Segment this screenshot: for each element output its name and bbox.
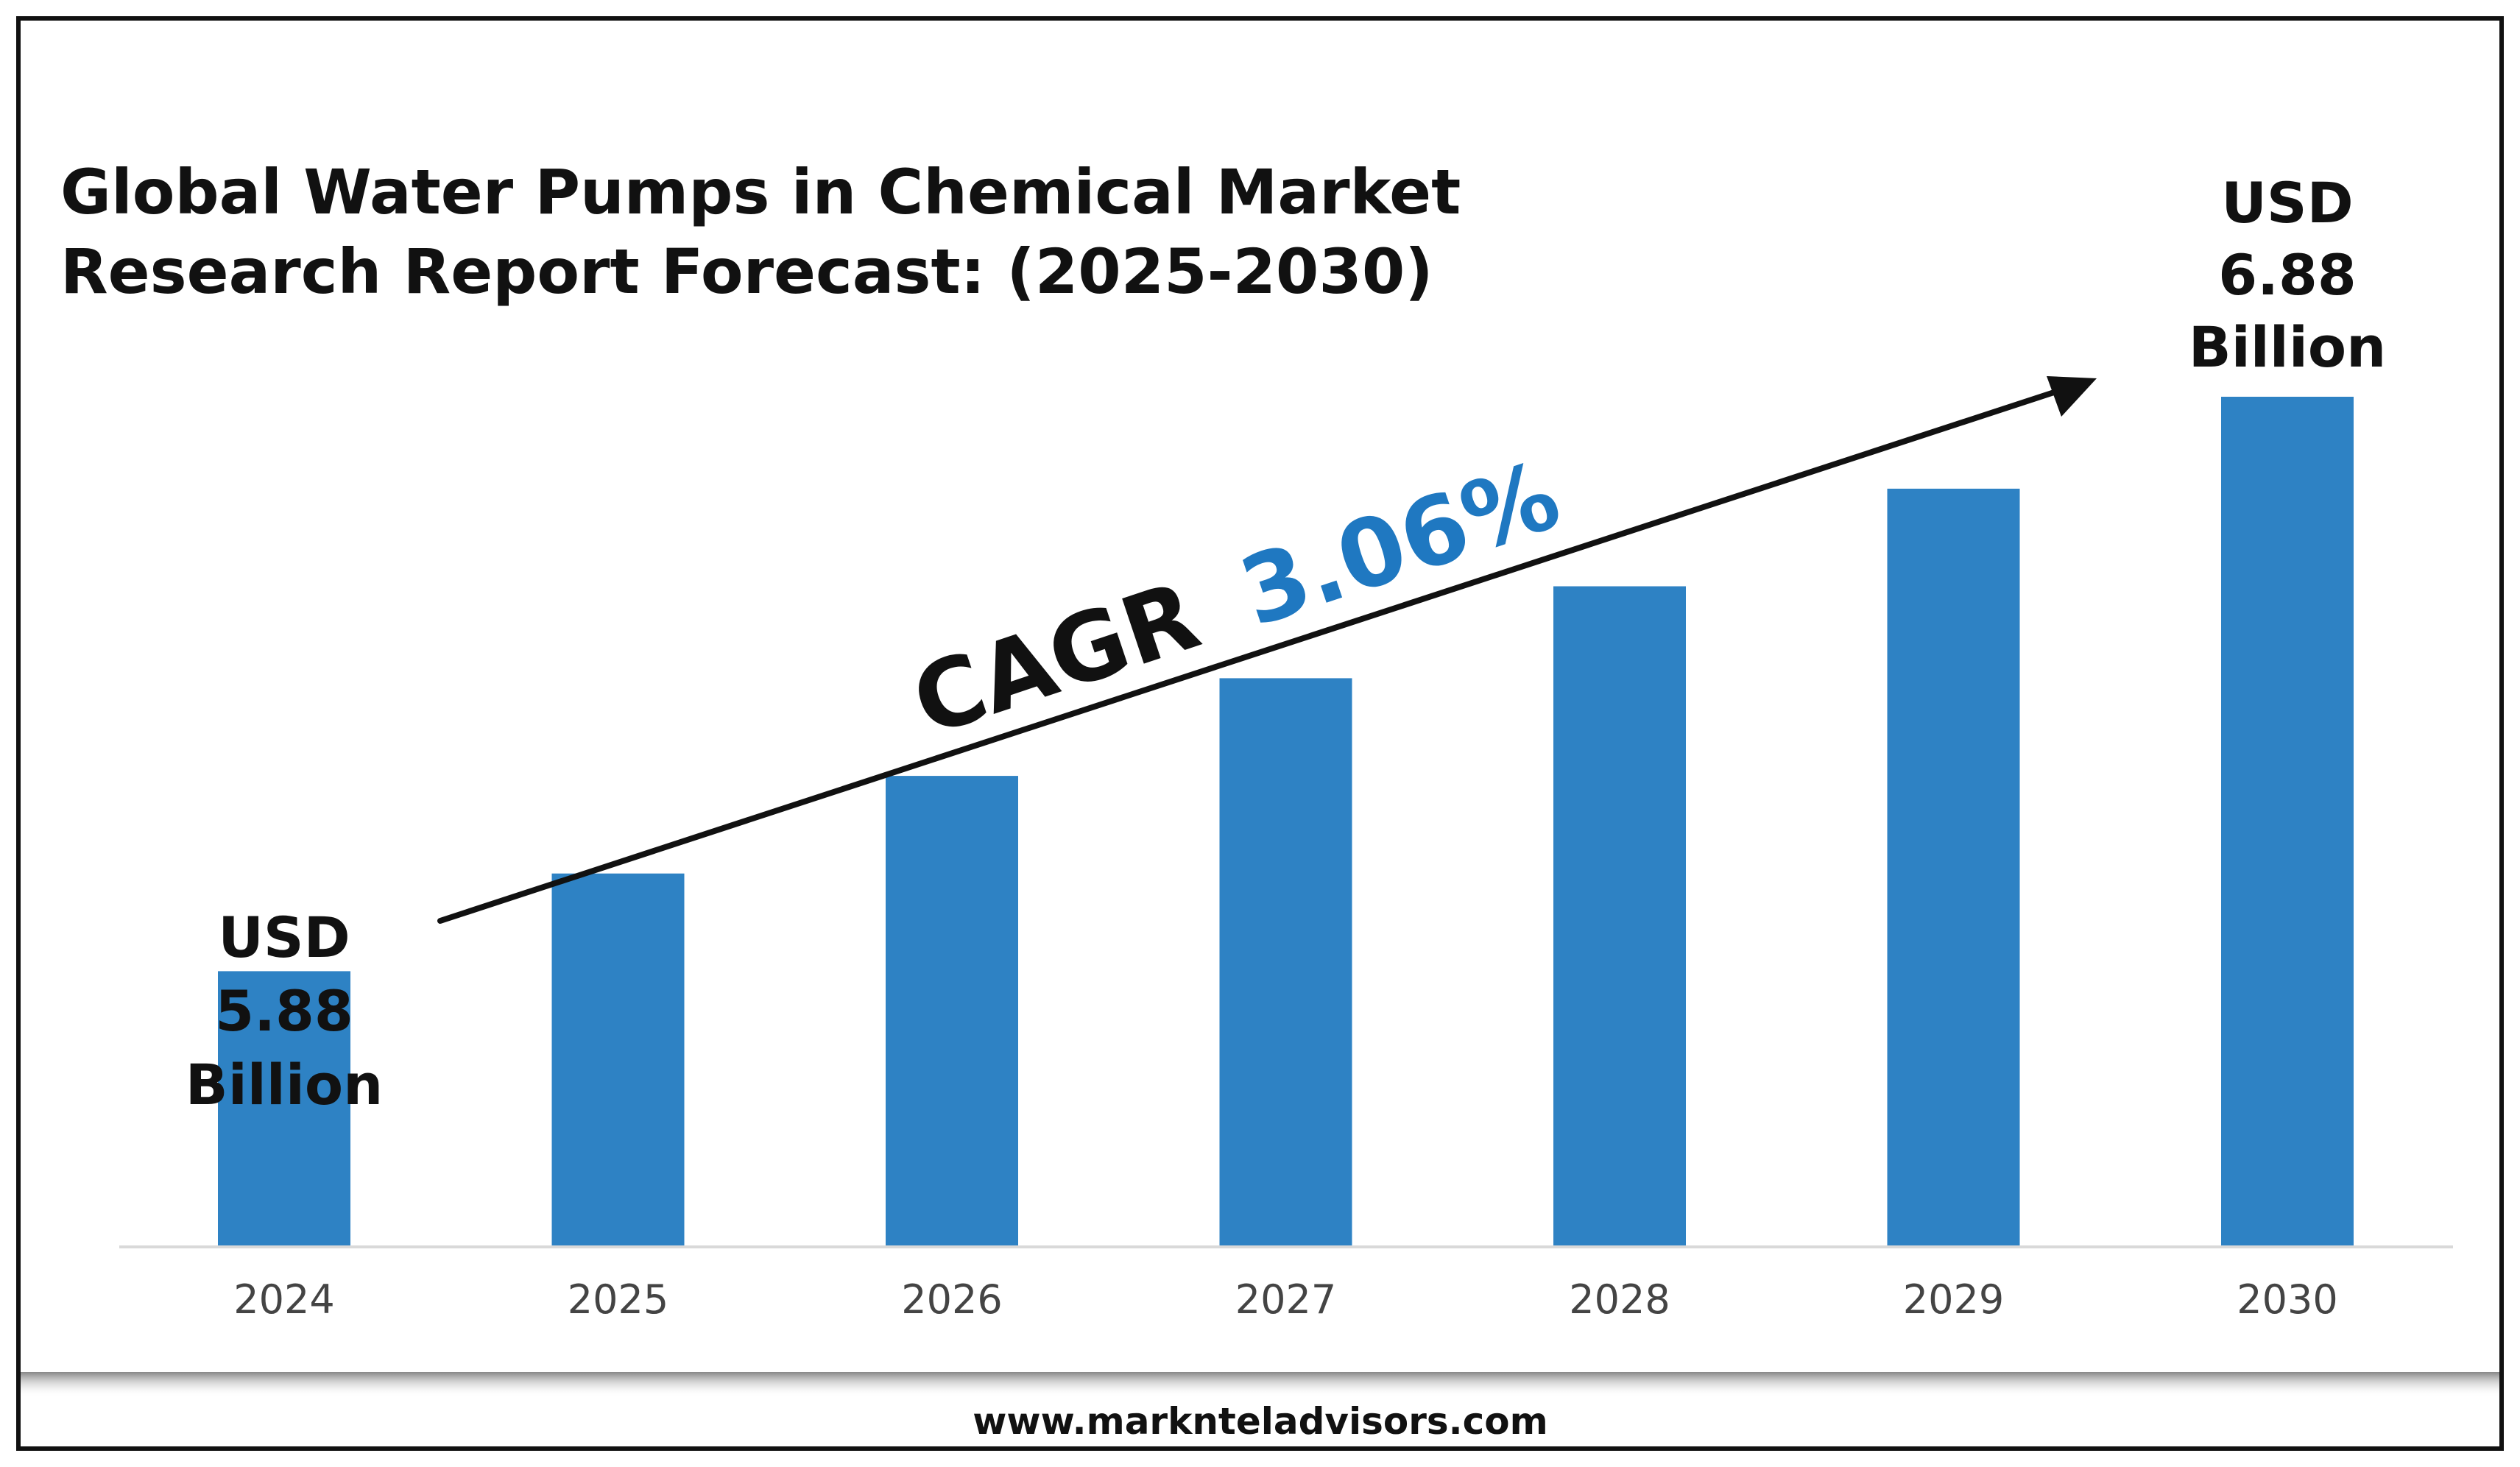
x-tick-label-2029: 2029 xyxy=(1903,1276,2004,1323)
start-label-value: 5.88 xyxy=(215,978,353,1044)
bars-group xyxy=(218,397,2354,1247)
bar-2030 xyxy=(2221,397,2354,1247)
bar-2027 xyxy=(1219,678,1352,1247)
bar-2025 xyxy=(551,873,685,1247)
x-tick-label-2025: 2025 xyxy=(568,1276,668,1323)
start-label-currency: USD xyxy=(218,905,350,970)
chart-title-line-1: Global Water Pumps in Chemical Market xyxy=(60,156,1461,228)
growth-arrow-line xyxy=(437,389,2057,924)
start-value-annotation: USD 5.88 Billion xyxy=(186,905,383,1117)
x-tick-label-2027: 2027 xyxy=(1235,1276,1336,1323)
x-axis-ticks: 2024 2025 2026 2027 2028 2029 2030 xyxy=(233,1276,2337,1323)
end-value-annotation: USD 6.88 Billion xyxy=(2189,170,2386,380)
cagr-value: 3.06% xyxy=(1227,440,1572,648)
x-tick-label-2024: 2024 xyxy=(233,1276,334,1323)
growth-arrow xyxy=(437,376,2097,924)
bar-2028 xyxy=(1553,586,1686,1247)
footer-shadow xyxy=(21,1372,2499,1397)
end-label-currency: USD xyxy=(2221,170,2354,236)
bar-2029 xyxy=(1887,488,2020,1247)
end-label-unit: Billion xyxy=(2189,314,2386,380)
footer-website: www.marknteladvisors.com xyxy=(973,1400,1548,1443)
growth-arrow-head xyxy=(2047,376,2097,417)
x-tick-label-2026: 2026 xyxy=(901,1276,1002,1323)
bar-2024 xyxy=(218,971,350,1247)
start-label-unit: Billion xyxy=(186,1052,383,1117)
x-tick-label-2030: 2030 xyxy=(2237,1276,2337,1323)
cagr-label: CAGR xyxy=(900,561,1212,757)
x-tick-label-2028: 2028 xyxy=(1569,1276,1670,1323)
bar-2026 xyxy=(886,776,1018,1247)
chart-title-line-2: Research Report Forecast: (2025-2030) xyxy=(60,236,1433,308)
end-label-value: 6.88 xyxy=(2218,242,2357,308)
